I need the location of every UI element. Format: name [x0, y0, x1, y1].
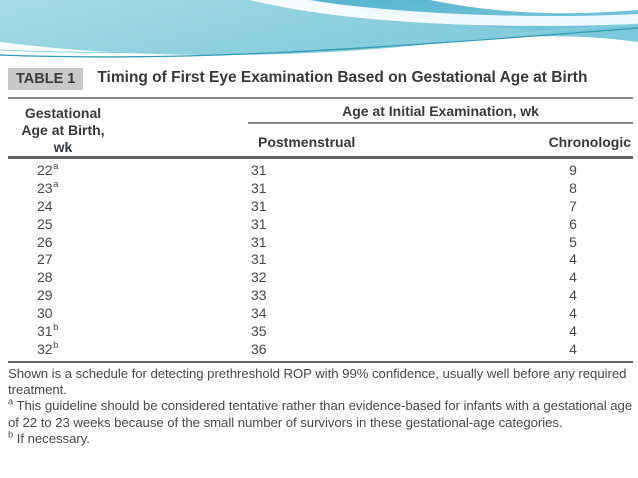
spanning-header: Age at Initial Examination, wk: [248, 99, 633, 124]
cell-postmenstrual: 36: [251, 340, 267, 357]
column-header-chronologic: Chronologic: [548, 134, 631, 150]
cell-gestational-age: 32b: [37, 340, 59, 357]
table-row: 28 32 4: [8, 268, 633, 286]
cell-gestational-age: 23a: [37, 179, 59, 196]
table-header: Gestational Age at Birth, wk Age at Init…: [8, 97, 633, 159]
cell-chronologic: 4: [569, 340, 577, 357]
footnote-general: Shown is a schedule for detecting prethr…: [8, 365, 627, 398]
table-label-chip: TABLE 1: [8, 68, 84, 90]
cell-postmenstrual: 32: [251, 269, 267, 286]
cell-chronologic: 7: [569, 197, 577, 214]
cell-postmenstrual: 34: [251, 305, 267, 322]
cell-gestational-age: 26: [37, 233, 53, 250]
cell-gestational-age: 30: [37, 305, 53, 322]
cell-chronologic: 6: [569, 215, 577, 232]
cell-chronologic: 8: [569, 179, 577, 196]
table-row: 29 33 4: [8, 286, 633, 304]
cell-postmenstrual: 33: [251, 287, 267, 304]
cell-postmenstrual: 31: [251, 161, 267, 178]
table-footnotes: Shown is a schedule for detecting prethr…: [8, 366, 633, 447]
cell-chronologic: 4: [569, 305, 577, 322]
footnote-b-marker: b: [8, 429, 14, 440]
cell-chronologic: 4: [569, 287, 577, 304]
cell-gestational-age: 27: [37, 251, 53, 268]
table-figure: TABLE 1 Timing of First Eye Examination …: [8, 63, 633, 447]
table-row: 26 31 5: [8, 233, 633, 251]
footnote-b: b If necessary.: [8, 429, 633, 447]
table-row: 30 34 4: [8, 304, 633, 322]
cell-gestational-age: 24: [37, 197, 53, 214]
cell-gestational-age: 31b: [37, 322, 59, 339]
table-row: 22a 31 9: [8, 161, 633, 179]
table-row: 24 31 7: [8, 197, 633, 215]
footnote-marker: a: [53, 179, 59, 191]
table-row: 23a 31 8: [8, 179, 633, 197]
footnote-marker: b: [53, 322, 59, 334]
cell-postmenstrual: 31: [251, 251, 267, 268]
cell-gestational-age: 28: [37, 269, 53, 286]
cell-postmenstrual: 31: [251, 215, 267, 232]
table-row: 31b 35 4: [8, 322, 633, 340]
table-title-block: TABLE 1 Timing of First Eye Examination …: [8, 63, 633, 97]
cell-chronologic: 5: [569, 233, 577, 250]
table-row: 25 31 6: [8, 215, 633, 233]
column-header-line: wk: [53, 139, 73, 155]
cell-chronologic: 4: [569, 269, 577, 286]
sub-headers: Postmenstrual Chronologic: [248, 124, 633, 154]
column-header-gestational-age: Gestational Age at Birth, wk: [8, 99, 118, 156]
cell-postmenstrual: 31: [251, 197, 267, 214]
cell-postmenstrual: 31: [251, 179, 267, 196]
cell-gestational-age: 22a: [37, 161, 59, 178]
column-header-line: Gestational: [24, 105, 102, 121]
wave-decoration: [0, 0, 638, 62]
column-header-postmenstrual: Postmenstrual: [258, 134, 356, 150]
cell-chronologic: 9: [569, 161, 577, 178]
cell-gestational-age: 25: [37, 215, 53, 232]
footnote-a: a This guideline should be considered te…: [8, 397, 633, 431]
table-row: 32b 36 4: [8, 340, 633, 358]
cell-postmenstrual: 35: [251, 322, 267, 339]
cell-chronologic: 4: [569, 251, 577, 268]
column-group-initial-exam: Age at Initial Examination, wk Postmenst…: [248, 99, 633, 156]
footnote-marker: b: [53, 340, 59, 352]
table-title: Timing of First Eye Examination Based on…: [97, 69, 588, 86]
footnote-marker: a: [53, 161, 59, 173]
cell-gestational-age: 29: [37, 287, 53, 304]
footnote-b-text: If necessary.: [13, 430, 90, 446]
footnote-a-text: This guideline should be considered tent…: [8, 398, 633, 430]
cell-postmenstrual: 31: [251, 233, 267, 250]
footnote-a-marker: a: [8, 397, 14, 407]
cell-chronologic: 4: [569, 322, 577, 339]
column-header-line: Age at Birth,: [21, 122, 105, 138]
table-row: 27 31 4: [8, 250, 633, 268]
table-body: 22a 31 9 23a 31 8 24 31 7 25 31 6 26 31: [8, 159, 633, 363]
